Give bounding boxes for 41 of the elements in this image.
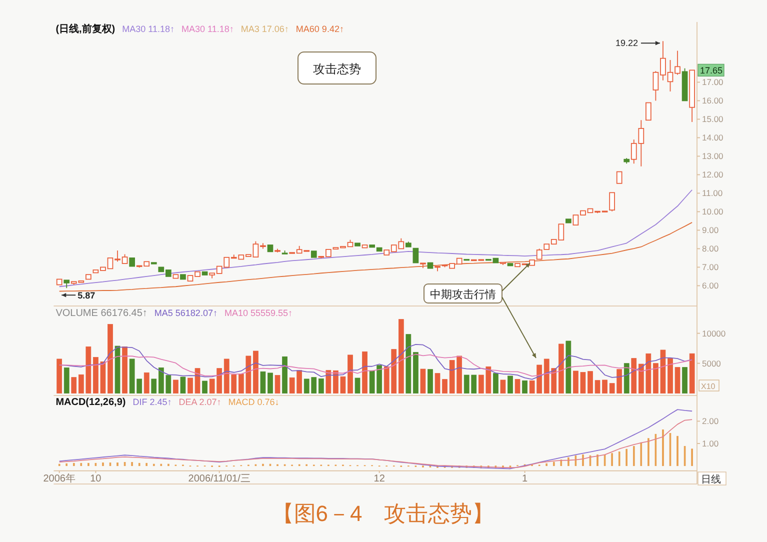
annotation: 19.22 xyxy=(615,38,638,48)
y-tick-label: 8.00 xyxy=(702,244,719,254)
text: 17.65 xyxy=(700,66,723,76)
y-tick-label: 14.00 xyxy=(702,132,724,143)
annotation: 5.87 xyxy=(78,290,96,301)
y-tick-label: 15.00 xyxy=(702,114,724,124)
y-tick-label: 10000 xyxy=(702,328,726,338)
text: DIF 2.45↑ xyxy=(132,397,172,407)
annotation: MA3 17.06↑ xyxy=(240,24,289,34)
x-tick-label: 2006/11/01/三 xyxy=(188,474,250,484)
text: DEA 2.07↑ xyxy=(178,397,222,407)
annotation: 攻击态势 xyxy=(313,62,361,76)
y-tick-label: 1.00 xyxy=(702,438,719,449)
y-tick-label: 10.00 xyxy=(702,206,724,217)
y-tick-label: 2.00 xyxy=(702,416,719,426)
annotation: 中期攻击行情 xyxy=(430,288,496,301)
text: MA10 55559.55↑ xyxy=(224,308,293,318)
y-tick-label: 17.00 xyxy=(702,77,724,88)
x-tick-label: 1 xyxy=(522,474,528,484)
text: 日线 xyxy=(701,474,721,486)
text: X10 xyxy=(701,382,716,391)
y-tick-label: 7.00 xyxy=(702,262,719,272)
y-tick-label: 13.00 xyxy=(702,151,724,162)
text: MA30 11.18↑ xyxy=(122,24,175,34)
text: MACD 0.76↓ xyxy=(228,397,280,407)
y-tick-label: 12.00 xyxy=(702,170,724,180)
x-tick-label: 2006年 xyxy=(43,472,76,484)
text: 【图6－4 攻击态势】 xyxy=(272,501,494,526)
chart-title: VOLUME 66176.45↑ xyxy=(56,308,148,319)
annotation: MA30 11.18↑ xyxy=(182,24,234,34)
y-tick-label: 16.00 xyxy=(702,96,724,106)
y-tick-label: 11.00 xyxy=(702,188,723,198)
text: MA5 56182.07↑ xyxy=(154,308,218,318)
y-tick-label: 6.00 xyxy=(702,280,719,291)
x-tick-label: 10 xyxy=(90,474,102,484)
text: MA60 9.42↑ xyxy=(296,24,344,34)
chart-title: (日线,前复权) xyxy=(56,23,116,35)
y-tick-label: 9.00 xyxy=(702,225,719,236)
x-tick-label: 12 xyxy=(374,474,386,484)
chart-title: MACD(12,26,9) xyxy=(56,397,126,408)
y-tick-label: 5000 xyxy=(702,358,722,368)
